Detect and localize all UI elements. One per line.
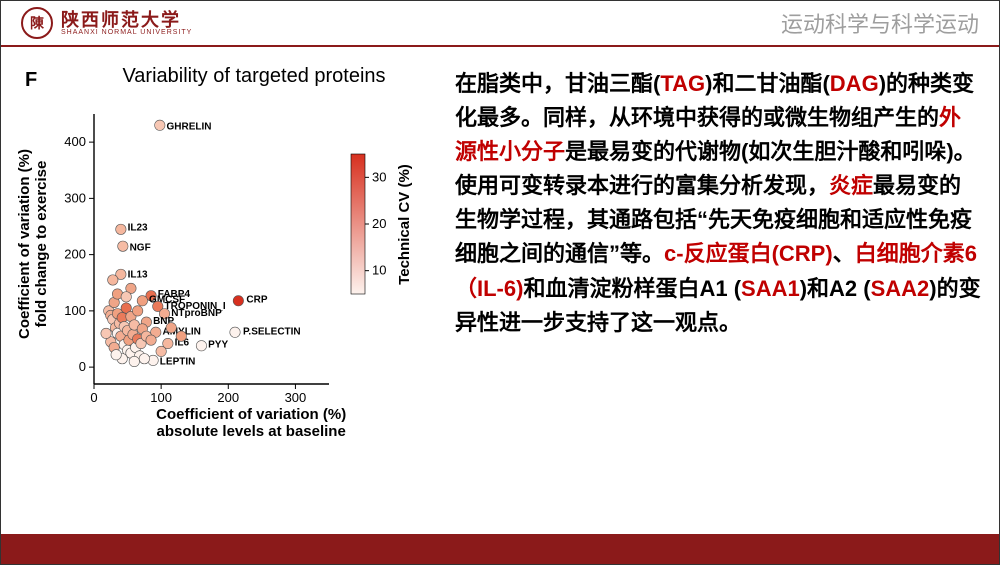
svg-text:200: 200 <box>64 247 86 262</box>
body-text: 和血清淀粉样蛋白A1 ( <box>523 276 741 301</box>
highlight-text: TAG <box>660 71 705 96</box>
panel-label: F <box>25 69 37 92</box>
svg-text:100: 100 <box>150 390 172 405</box>
svg-text:IL13: IL13 <box>128 269 148 280</box>
svg-text:IL23: IL23 <box>128 223 148 234</box>
scatter-chart: 0 100 200 300 0 100 200 300 400 GHRELIN IL23 NGF IL1… <box>19 94 449 474</box>
svg-text:GHRELIN: GHRELIN <box>167 121 212 132</box>
svg-text:300: 300 <box>64 190 86 205</box>
svg-text:0: 0 <box>90 390 97 405</box>
body-text: )和A2 ( <box>800 276 871 301</box>
svg-text:10: 10 <box>372 263 386 278</box>
svg-text:300: 300 <box>285 390 307 405</box>
body-text: )和二甘油酯( <box>705 71 830 96</box>
highlight-text: 炎症 <box>829 173 873 198</box>
svg-text:PYY: PYY <box>208 340 228 351</box>
svg-text:NTproBNP: NTproBNP <box>171 308 222 319</box>
logo-icon: 陳 <box>21 7 53 39</box>
svg-text:NGF: NGF <box>130 242 151 253</box>
chart-title: Variability of targeted proteins <box>59 65 449 88</box>
svg-text:CRP: CRP <box>246 295 267 306</box>
svg-text:20: 20 <box>372 216 386 231</box>
chart-column: F Variability of targeted proteins 01002… <box>19 65 449 525</box>
university-name-en: SHAANXI NORMAL UNIVERSITY <box>61 29 192 36</box>
header-subtitle: 运动科学与科学运动 <box>781 7 979 39</box>
highlight-text: c-反应蛋白(CRP) <box>664 241 833 266</box>
description-paragraph: 在脂类中，甘油三酯(TAG)和二甘油酯(DAG)的种类变化最多。同样，从环境中获… <box>455 65 981 525</box>
svg-text:100: 100 <box>64 303 86 318</box>
highlight-text: SAA2 <box>871 276 930 301</box>
svg-text:0: 0 <box>79 359 86 374</box>
svg-text:30: 30 <box>372 169 386 184</box>
y-axis-label: Coefficient of variation (%)fold change … <box>16 149 51 339</box>
content: F Variability of targeted proteins 01002… <box>1 47 999 525</box>
svg-text:200: 200 <box>217 390 239 405</box>
logo-area: 陳 陕西师范大学 SHAANXI NORMAL UNIVERSITY <box>21 7 192 39</box>
university-name-cn: 陕西师范大学 <box>61 11 192 29</box>
colorbar-label: Technical CV (%) <box>396 164 413 285</box>
svg-text:LEPTIN: LEPTIN <box>160 357 196 368</box>
x-axis-label: Coefficient of variation (%)absolute lev… <box>156 406 346 441</box>
highlight-text: DAG <box>830 71 879 96</box>
footer-bar <box>1 534 999 564</box>
university-name: 陕西师范大学 SHAANXI NORMAL UNIVERSITY <box>61 11 192 36</box>
highlight-text: SAA1 <box>741 276 800 301</box>
svg-text:400: 400 <box>64 134 86 149</box>
svg-text:P.SELECTIN: P.SELECTIN <box>243 327 301 338</box>
body-text: 、 <box>833 241 855 266</box>
header: 陳 陕西师范大学 SHAANXI NORMAL UNIVERSITY 运动科学与… <box>1 1 999 47</box>
body-text: 在脂类中，甘油三酯( <box>455 71 660 96</box>
